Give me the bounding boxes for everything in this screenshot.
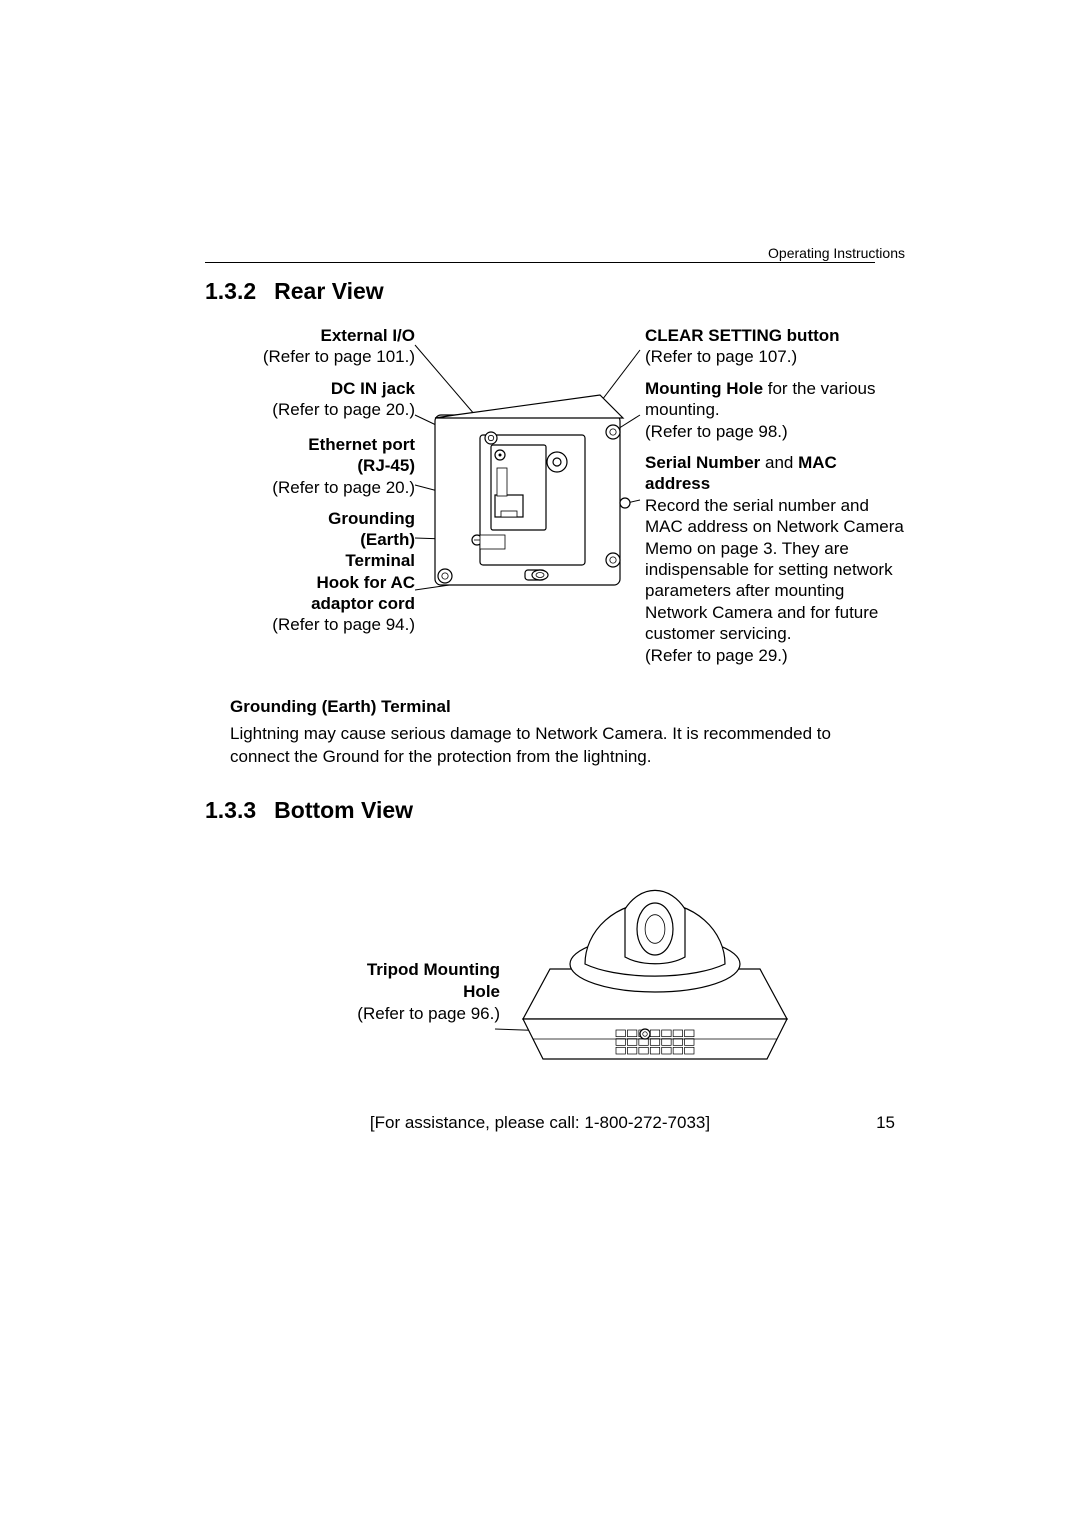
section-title: Rear View [274, 278, 384, 304]
label-text2: (Earth) [360, 530, 415, 549]
bottom-view-block: Tripod Mounting Hole (Refer to page 96.) [205, 844, 975, 1104]
label-ref: (Refer to page 20.) [272, 400, 415, 419]
label-serial-mac: Serial Number and MAC address Record the… [645, 452, 905, 666]
grounding-note-body: Lightning may cause serious damage to Ne… [230, 723, 880, 769]
label-text: DC IN jack [331, 379, 415, 398]
label-tripod-mounting-hole: Tripod Mounting Hole (Refer to page 96.) [357, 959, 500, 1025]
label-clear-setting: CLEAR SETTING button (Refer to page 107.… [645, 325, 905, 368]
label-external-io: External I/O (Refer to page 101.) [205, 325, 415, 368]
rear-right-labels: CLEAR SETTING button (Refer to page 107.… [645, 325, 905, 676]
section-title: Bottom View [274, 797, 413, 823]
label-ref: (Refer to page 107.) [645, 347, 797, 366]
label-grounding-terminal: Grounding (Earth) Terminal [205, 508, 415, 572]
page: Operating Instructions 1.3.2 Rear View Ex… [0, 0, 1080, 1528]
label-text2: (RJ-45) [357, 456, 415, 475]
header-rule [205, 262, 875, 263]
label-text: Mounting Hole [645, 379, 763, 398]
label-text: External I/O [321, 326, 415, 345]
footer-assistance: [For assistance, please call: 1-800-272-… [0, 1113, 1080, 1133]
section-bottom-view-heading: 1.3.3 Bottom View [205, 797, 905, 824]
label-text2: adaptor cord [311, 594, 415, 613]
grounding-note: Grounding (Earth) Terminal Lightning may… [230, 697, 880, 769]
label-text: Ethernet port [308, 435, 415, 454]
section-num: 1.3.2 [205, 278, 256, 304]
label-text2: Hole [463, 982, 500, 1001]
grounding-note-title: Grounding (Earth) Terminal [230, 697, 880, 717]
label-body: Record the serial number and MAC address… [645, 496, 904, 643]
section-rear-view-heading: 1.3.2 Rear View [205, 278, 905, 305]
label-ref: (Refer to page 20.) [272, 478, 415, 497]
label-dc-in-jack: DC IN jack (Refer to page 20.) [205, 378, 415, 421]
label-ref: (Refer to page 96.) [357, 1004, 500, 1023]
bottom-view-diagram [505, 869, 805, 1079]
label-ref: (Refer to page 29.) [645, 646, 788, 665]
header-operating-instructions: Operating Instructions [768, 245, 905, 261]
label-ref: (Refer to page 98.) [645, 422, 788, 441]
label-mid: and [760, 453, 798, 472]
label-hook-ac-adaptor: Hook for AC adaptor cord (Refer to page … [205, 572, 415, 636]
label-text3: Terminal [345, 551, 415, 570]
label-mounting-hole: Mounting Hole for the various mounting. … [645, 378, 905, 442]
label-text: Grounding [328, 509, 415, 528]
rear-left-labels: External I/O (Refer to page 101.) DC IN … [205, 325, 415, 645]
label-text: Tripod Mounting [367, 960, 500, 979]
page-number: 15 [876, 1113, 895, 1133]
label-text: CLEAR SETTING button [645, 326, 840, 345]
label-text: Hook for AC [316, 573, 415, 592]
label-ref: (Refer to page 101.) [263, 347, 415, 366]
label-ref: (Refer to page 94.) [272, 615, 415, 634]
rear-view-block: External I/O (Refer to page 101.) DC IN … [205, 325, 975, 685]
label-text: Serial Number [645, 453, 760, 472]
section-num: 1.3.3 [205, 797, 256, 823]
rear-view-diagram [425, 360, 630, 600]
label-ethernet-port: Ethernet port (RJ-45) (Refer to page 20.… [205, 434, 415, 498]
